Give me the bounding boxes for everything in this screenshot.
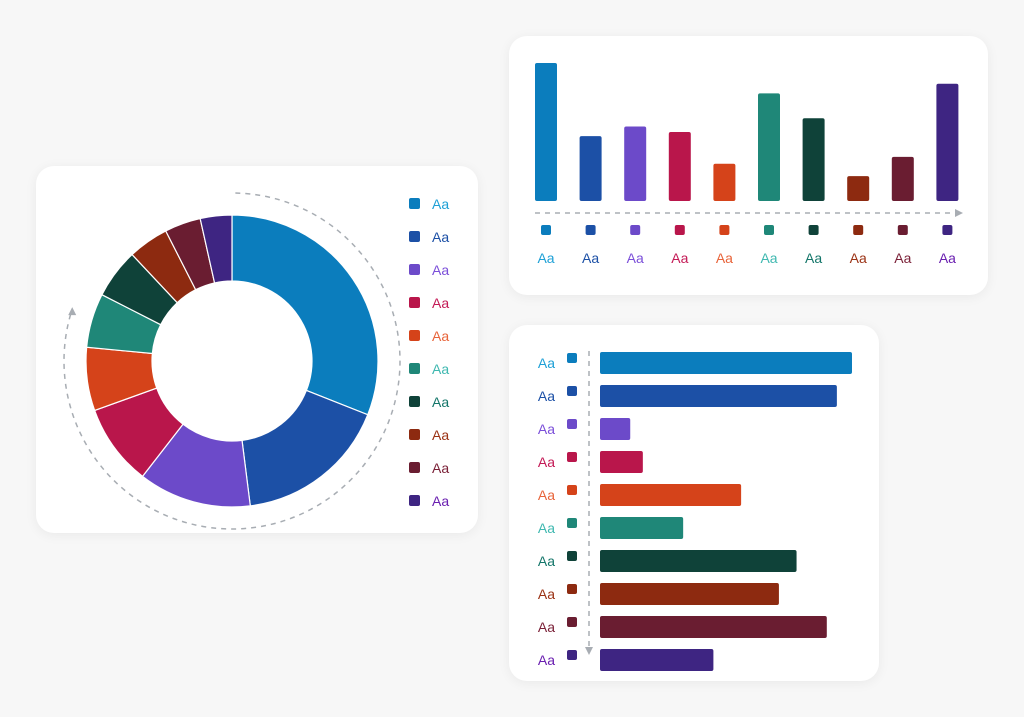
horizontal-bar: [600, 451, 643, 473]
axis-swatch: [942, 225, 953, 235]
legend-swatch: [409, 297, 420, 308]
vertical-bar: [713, 163, 736, 201]
donut-slice: [241, 389, 369, 507]
axis-swatch: [567, 518, 577, 528]
category-label: Aa: [538, 619, 555, 635]
axis-swatch: [674, 225, 685, 235]
horizontal-bar: [600, 385, 837, 407]
axis-swatch: [764, 225, 774, 235]
category-label: Aa: [538, 553, 555, 569]
horizontal-bar: [600, 550, 797, 572]
legend-label: Aa: [432, 328, 449, 344]
legend-label: Aa: [432, 295, 449, 311]
horizontal-bar: [600, 583, 779, 605]
horizontal-bar: [600, 517, 684, 539]
category-label: Aa: [538, 454, 555, 470]
axis-swatch: [567, 650, 577, 660]
legend-label: Aa: [432, 394, 449, 410]
axis-swatch: [541, 225, 551, 235]
vertical-bar: [758, 93, 780, 201]
horizontal-bar: [600, 616, 827, 638]
legend-swatch: [409, 198, 420, 209]
donut-chart: Aa Aa Aa Aa Aa Aa Aa Aa Aa Aa: [63, 192, 449, 530]
legend-swatch: [409, 495, 420, 506]
category-label: Aa: [760, 250, 777, 266]
axis-swatch: [567, 551, 577, 561]
horizontal-bar: [600, 484, 742, 506]
axis-swatch: [897, 225, 908, 235]
horizontal-bar: [600, 649, 714, 671]
category-label: Aa: [538, 586, 555, 602]
legend-label: Aa: [432, 361, 449, 377]
legend-swatch: [409, 396, 420, 407]
vertical-bar: [668, 132, 691, 201]
category-label: Aa: [538, 487, 555, 503]
horizontal-bar-chart-card: Aa Aa Aa Aa Aa Aa Aa Aa Aa Aa: [509, 325, 879, 681]
legend-swatch: [409, 330, 420, 341]
donut-guide-arrow-icon: [68, 307, 77, 316]
x-axis-arrow-icon: [955, 209, 963, 217]
vertical-bar: [847, 176, 870, 201]
legend-label: Aa: [432, 229, 449, 245]
category-label: Aa: [538, 520, 555, 536]
vertical-bar: [535, 63, 557, 201]
category-label: Aa: [582, 250, 599, 266]
legend-swatch: [409, 363, 420, 374]
legend-swatch: [409, 462, 420, 473]
legend-label: Aa: [432, 196, 449, 212]
vertical-bar-chart-card: Aa Aa Aa Aa Aa Aa Aa Aa Aa Aa: [509, 36, 988, 295]
donut-slice: [199, 214, 233, 284]
axis-swatch: [567, 584, 577, 594]
horizontal-bar: [600, 352, 852, 374]
vertical-bar: [936, 83, 959, 201]
legend-swatch: [409, 264, 420, 275]
axis-swatch: [567, 353, 577, 363]
category-label: Aa: [538, 421, 555, 437]
donut-slice: [231, 214, 379, 416]
category-label: Aa: [671, 250, 688, 266]
category-label: Aa: [716, 250, 733, 266]
axis-swatch: [630, 225, 641, 235]
vertical-bar: [579, 136, 602, 201]
vertical-bar: [802, 118, 825, 201]
axis-swatch: [567, 485, 577, 495]
donut-chart-card: Aa Aa Aa Aa Aa Aa Aa Aa Aa Aa: [36, 166, 478, 533]
horizontal-bar-chart: Aa Aa Aa Aa Aa Aa Aa Aa Aa Aa: [538, 351, 852, 671]
legend-label: Aa: [432, 262, 449, 278]
axis-swatch: [567, 419, 577, 429]
legend-swatch: [409, 231, 420, 242]
axis-swatch: [567, 386, 577, 396]
axis-swatch: [853, 225, 864, 235]
category-label: Aa: [939, 250, 956, 266]
axis-swatch: [719, 225, 730, 235]
category-label: Aa: [627, 250, 644, 266]
axis-swatch: [585, 225, 596, 235]
category-label: Aa: [805, 250, 822, 266]
y-axis-arrow-icon: [585, 647, 593, 655]
axis-swatch: [567, 617, 577, 627]
category-label: Aa: [538, 355, 555, 371]
category-label: Aa: [538, 388, 555, 404]
legend-label: Aa: [432, 427, 449, 443]
category-label: Aa: [850, 250, 867, 266]
axis-swatch: [808, 225, 819, 235]
vertical-bar-chart: Aa Aa Aa Aa Aa Aa Aa Aa Aa Aa: [535, 63, 963, 266]
vertical-bar: [891, 156, 914, 201]
category-label: Aa: [537, 250, 554, 266]
legend-swatch: [409, 429, 420, 440]
legend-label: Aa: [432, 493, 449, 509]
legend-label: Aa: [432, 460, 449, 476]
horizontal-bar: [600, 418, 631, 440]
category-label: Aa: [894, 250, 911, 266]
axis-swatch: [567, 452, 577, 462]
vertical-bar: [624, 126, 647, 201]
donut-guide-arc: [63, 192, 401, 530]
category-label: Aa: [538, 652, 555, 668]
